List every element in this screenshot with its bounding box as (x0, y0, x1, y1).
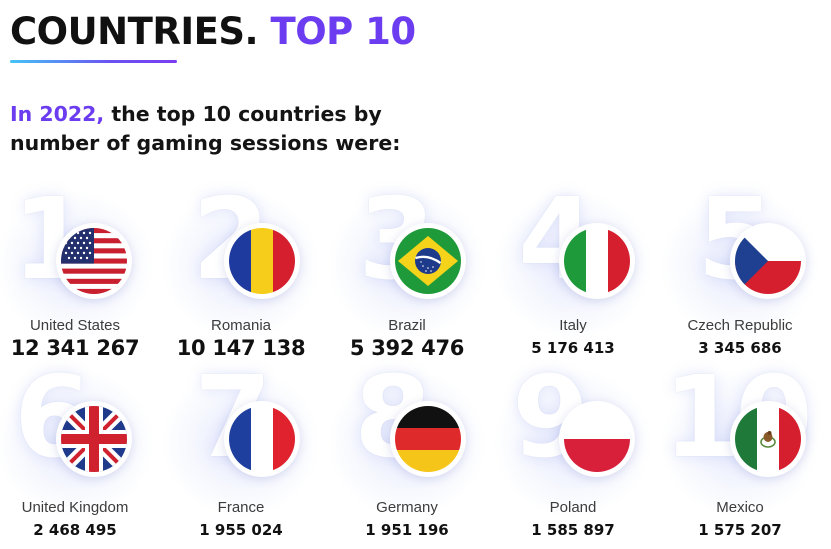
romania-flag-icon (224, 223, 300, 299)
mexico-flag-icon (730, 401, 806, 477)
session-count: 1 585 897 (531, 521, 615, 539)
country-card-8: 8 Germany 1 951 196 (324, 362, 490, 548)
session-count: 5 392 476 (349, 336, 465, 360)
czech-flag-icon (730, 223, 806, 299)
country-name: United States (29, 317, 121, 334)
page-title: COUNTRIES. TOP 10 (10, 10, 416, 53)
country-name: Brazil (388, 317, 426, 334)
session-count: 1 955 024 (199, 521, 283, 539)
brazil-flag-icon (390, 223, 466, 299)
country-name: Romania (210, 317, 272, 334)
country-card-2: 2 Romania 10 147 138 (158, 184, 324, 370)
country-card-3: 3 Brazil 5 392 476 (324, 184, 490, 370)
country-card-1: 1 United (0, 184, 158, 370)
title-accent: TOP 10 (270, 10, 416, 53)
country-name: Germany (376, 499, 438, 516)
session-count: 1 575 207 (698, 521, 782, 539)
country-name: Italy (559, 317, 587, 334)
germany-flag-icon (390, 401, 466, 477)
session-count: 12 341 267 (10, 336, 140, 360)
italy-flag-icon (559, 223, 635, 299)
uk-flag-icon (56, 401, 132, 477)
intro-line2: number of gaming sessions were: (10, 131, 401, 155)
session-count: 1 951 196 (365, 521, 449, 539)
session-count: 10 147 138 (176, 336, 306, 360)
france-flag-icon (224, 401, 300, 477)
title-underline (10, 60, 177, 63)
country-name: United Kingdom (21, 499, 129, 516)
country-card-5: 5 Czech Republic 3 345 686 (657, 184, 823, 370)
poland-flag-icon (559, 401, 635, 477)
title-main: COUNTRIES. (10, 10, 259, 53)
country-card-7: 7 France 1 955 024 (158, 362, 324, 548)
intro-line1: the top 10 countries by (111, 102, 382, 126)
country-name: Czech Republic (687, 317, 793, 334)
session-count: 2 468 495 (33, 521, 117, 539)
intro-text: In 2022, the top 10 countries by number … (10, 100, 400, 158)
session-count: 5 176 413 (531, 339, 615, 357)
country-card-4: 4 Italy 5 176 413 (490, 184, 656, 370)
country-name: Poland (549, 499, 597, 516)
us-flag-icon (56, 223, 132, 299)
session-count: 3 345 686 (698, 339, 782, 357)
country-name: Mexico (716, 499, 764, 516)
country-card-6: 6 United Kingdom 2 468 495 (0, 362, 158, 548)
intro-year: In 2022, (10, 102, 105, 126)
country-card-9: 9 Poland 1 585 897 (490, 362, 656, 548)
country-card-10: 10 Mexico 1 575 207 (657, 362, 823, 548)
country-name: France (217, 499, 265, 516)
